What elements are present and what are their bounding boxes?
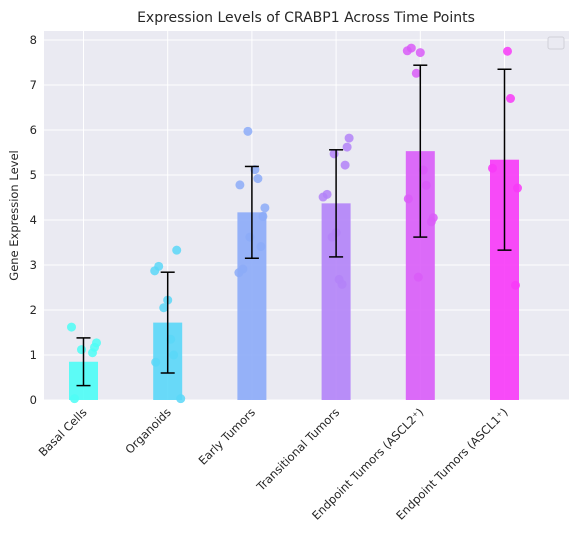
data-point <box>243 126 253 136</box>
data-point <box>260 203 270 213</box>
data-point <box>503 46 512 56</box>
data-point <box>513 183 522 193</box>
error-bar <box>76 337 91 387</box>
data-point <box>245 232 255 242</box>
x-tick-label: Transitional Tumors <box>253 405 342 494</box>
data-point <box>327 232 337 242</box>
y-tick-label: 7 <box>30 78 37 92</box>
chart-title: Expression Levels of CRABP1 Across Time … <box>137 10 475 26</box>
error-bars <box>76 64 512 387</box>
x-ticks: Basal Cells Organoids Early TumorsTransiti… <box>36 405 511 522</box>
x-tick-label: Early Tumors <box>196 405 258 467</box>
data-point <box>411 68 421 78</box>
data-point <box>88 348 97 358</box>
data-point <box>77 345 86 355</box>
y-ticks: 0 1 2 3 4 5 6 7 8 <box>30 33 37 407</box>
data-point <box>318 192 328 202</box>
data-point <box>151 357 161 367</box>
data-point <box>70 394 79 404</box>
data-point <box>488 163 497 173</box>
y-tick-label: 5 <box>30 168 37 182</box>
data-point <box>159 303 169 313</box>
y-tick-label: 8 <box>30 33 37 47</box>
data-point <box>402 46 412 56</box>
y-tick-label: 4 <box>30 213 37 227</box>
data-point <box>426 217 436 227</box>
data-point <box>344 133 354 143</box>
y-axis-label: Gene Expression Level <box>7 150 21 280</box>
data-point <box>172 245 182 255</box>
data-point <box>506 94 515 103</box>
error-bar <box>160 271 175 374</box>
legend-box <box>547 36 565 50</box>
error-bar <box>329 149 344 258</box>
data-point <box>176 394 186 404</box>
y-tick-label: 2 <box>30 303 37 317</box>
data-points <box>67 43 522 404</box>
data-point <box>169 350 179 360</box>
data-point <box>235 180 245 190</box>
data-point <box>258 211 268 221</box>
data-point <box>253 174 263 184</box>
data-point <box>413 272 423 282</box>
data-point <box>403 194 413 204</box>
error-bar <box>413 64 428 238</box>
data-point <box>67 322 76 332</box>
data-point <box>511 280 520 290</box>
data-point <box>342 142 352 152</box>
data-point <box>234 268 244 278</box>
data-point <box>421 180 431 190</box>
x-tick-label: Organoids <box>122 405 173 456</box>
y-tick-label: 1 <box>30 348 37 362</box>
error-bar <box>244 165 259 259</box>
data-point <box>415 48 425 58</box>
x-tick-label: Basal Cells <box>36 405 90 459</box>
error-bar <box>497 68 512 251</box>
data-point <box>150 266 160 276</box>
data-point <box>340 160 350 170</box>
plot-background <box>44 31 569 400</box>
y-tick-label: 3 <box>30 258 37 272</box>
data-point <box>256 242 266 252</box>
y-tick-label: 0 <box>30 393 37 407</box>
data-point <box>329 149 339 159</box>
data-point <box>337 279 347 289</box>
y-tick-label: 6 <box>30 123 37 137</box>
